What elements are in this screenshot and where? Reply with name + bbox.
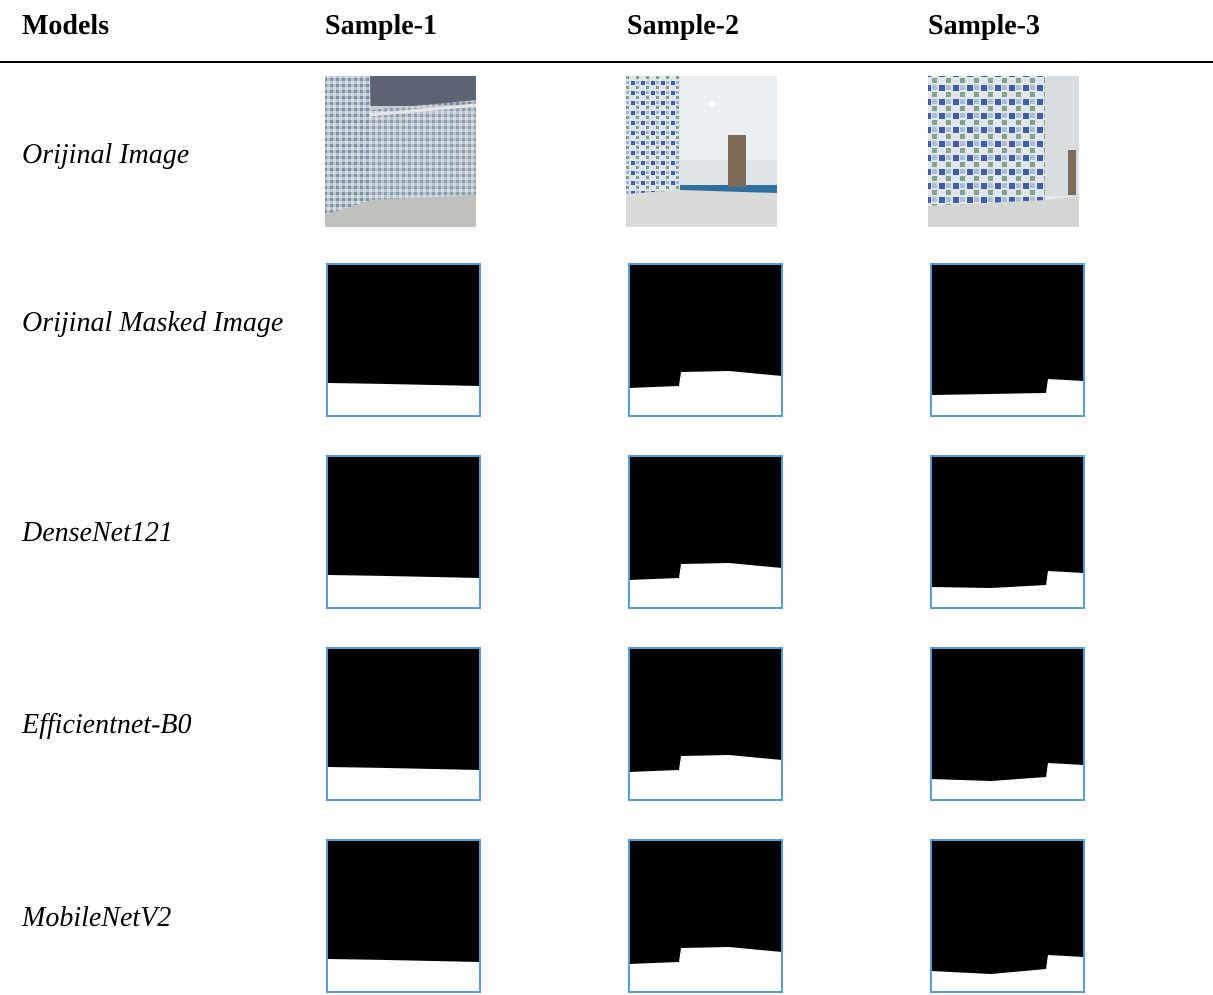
mask-floor	[629, 755, 782, 800]
mask-border	[326, 647, 481, 801]
row-label: DenseNet121	[22, 517, 173, 548]
mask-floor	[931, 955, 1084, 992]
mask-floor	[629, 371, 782, 416]
mask-border	[326, 839, 481, 993]
mask-floor	[629, 563, 782, 608]
mask-border	[628, 647, 783, 801]
original-image	[626, 76, 777, 227]
row-label: Orijinal Image	[22, 139, 190, 170]
mask-border	[930, 839, 1085, 993]
mask-floor	[931, 571, 1084, 608]
mask-border	[326, 263, 481, 417]
original-image	[325, 76, 477, 227]
mask-border	[628, 839, 783, 993]
mask-border	[930, 455, 1085, 609]
row-label: MobileNetV2	[22, 902, 172, 933]
mask-border	[930, 263, 1085, 417]
original-image	[928, 76, 1079, 227]
mask-border	[930, 647, 1085, 801]
mask-floor	[327, 575, 480, 608]
mask-floor	[931, 379, 1084, 416]
column-header: Sample-3	[928, 10, 1040, 41]
mask-border	[326, 455, 481, 609]
column-header: Models	[22, 10, 110, 41]
mask-floor	[629, 947, 782, 992]
row-label: Efficientnet-B0	[22, 709, 192, 740]
mask-floor	[327, 383, 480, 416]
column-header: Sample-2	[627, 10, 739, 41]
mask-border	[628, 263, 783, 417]
column-header: Sample-1	[325, 10, 437, 41]
row-label: Orijinal Masked Image	[22, 307, 284, 338]
header-rule	[0, 61, 1213, 63]
mask-floor	[327, 767, 480, 800]
mask-floor	[931, 763, 1084, 800]
mask-floor	[327, 959, 480, 992]
mask-border	[628, 455, 783, 609]
